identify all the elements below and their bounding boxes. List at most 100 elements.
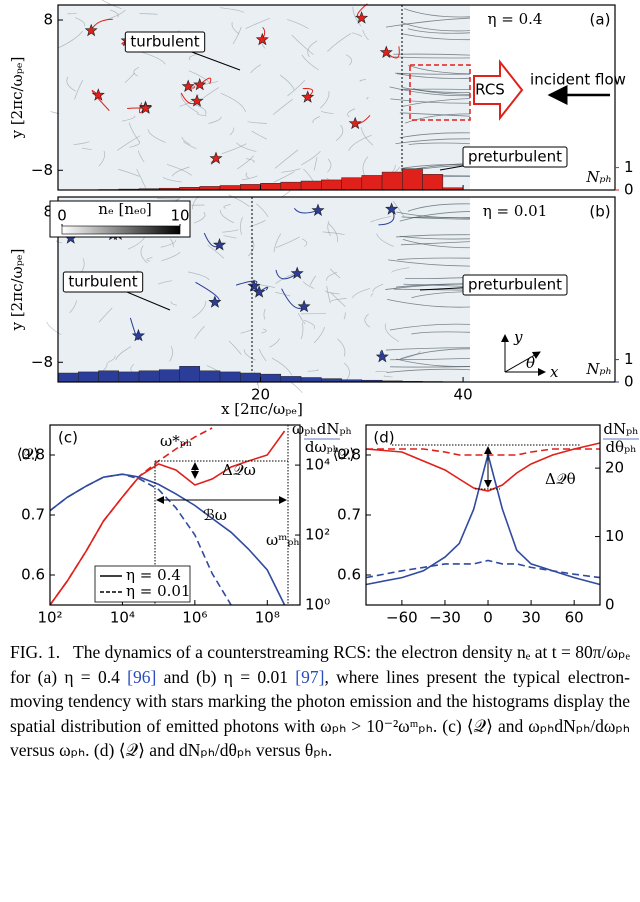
y2-tick-label: 0	[624, 181, 634, 199]
preturbulent-filament	[412, 88, 471, 95]
rcs-arrow	[473, 59, 524, 121]
photon-star	[385, 202, 399, 215]
preturbulent-filament	[385, 17, 471, 28]
density-filament	[372, 283, 384, 293]
panel-frame	[57, 196, 616, 383]
x-tick-label: 0	[483, 609, 493, 627]
density-filament	[241, 175, 258, 181]
density-filament	[231, 22, 240, 35]
density-filament	[359, 79, 366, 82]
y-tick-label: 0.7	[21, 506, 45, 524]
density-filament	[347, 108, 356, 118]
density-filament	[321, 110, 334, 115]
preturbulent-filament	[399, 112, 471, 117]
x-tick-label: 30	[522, 609, 541, 627]
histogram-bar	[280, 181, 302, 191]
panel-label: (b)	[589, 203, 610, 221]
y2-tick-label: 10⁰	[305, 596, 330, 614]
density-filament	[245, 17, 270, 30]
density-filament	[351, 32, 363, 37]
density-filament	[297, 313, 306, 325]
histogram-bar	[300, 377, 322, 383]
histogram-bar	[219, 371, 241, 383]
y2-tick-label: 20	[605, 459, 624, 477]
x-tick-label: 10²	[37, 609, 62, 627]
y-tick-label: 0.7	[337, 506, 361, 524]
density-filament	[188, 54, 197, 61]
photon-star	[181, 79, 195, 92]
y-axis-label: ⟨𝒬⟩	[333, 445, 355, 463]
photon-star	[131, 328, 146, 342]
density-filament	[322, 231, 345, 236]
y2-axis-label: dNₚₕ	[603, 420, 638, 438]
density-filament	[324, 290, 340, 295]
density-filament	[220, 7, 245, 13]
density-filament	[222, 229, 239, 233]
density-filament	[147, 129, 166, 143]
y-axis-label: ⟨𝒬⟩	[17, 445, 39, 463]
y2-tick-label: 0	[605, 596, 615, 614]
preturbulent-filament	[396, 234, 471, 238]
legend-box	[94, 565, 191, 603]
density-filament	[370, 216, 391, 223]
density-filament	[300, 322, 304, 340]
density-filament	[98, 307, 113, 323]
density-filament	[326, 285, 331, 304]
y-tick-label: 0.8	[21, 446, 45, 464]
density-filament	[228, 340, 242, 355]
x-tick-label: −60	[386, 609, 418, 627]
y-tick-label: 0.6	[337, 566, 361, 584]
y2-axis-label: dωₚₕ	[305, 438, 339, 456]
density-filament	[160, 240, 176, 248]
y2-tick-label: 10	[605, 527, 624, 545]
preturbulent-filament	[401, 33, 471, 41]
x-axis-label: x [2πc/ωₚₑ]	[221, 400, 303, 418]
density-filament	[208, 116, 222, 124]
density-filament	[273, 233, 282, 253]
density-filament	[376, 233, 394, 247]
annotation: Δ𝒬θ	[545, 470, 576, 488]
x-tick-label: −30	[429, 609, 461, 627]
density-filament	[124, 72, 135, 83]
y-axis-label: y [2πc/ωₚₑ]	[8, 249, 26, 332]
colorbar-label: nₑ [nₑ₀]	[98, 200, 151, 218]
panel-label: (d)	[373, 429, 394, 447]
density-filament	[115, 346, 132, 361]
density-filament	[348, 134, 372, 151]
preturbulent-filament	[407, 64, 471, 75]
annotation-box	[462, 146, 568, 168]
density-filament	[327, 33, 352, 52]
density-filament	[344, 362, 350, 381]
panel-title: η = 0.4	[488, 10, 543, 28]
preturbulent-filament	[399, 211, 471, 222]
density-filament	[330, 292, 346, 307]
density-filament	[364, 313, 371, 328]
histogram-bar	[280, 376, 302, 383]
density-filament	[146, 257, 153, 262]
y-tick-label: 8	[43, 11, 53, 29]
preturbulent-filament	[396, 73, 471, 79]
legend-label: η = 0.01	[126, 582, 191, 600]
density-filament	[171, 166, 190, 177]
histogram-bar	[78, 371, 99, 383]
preturbulent-filament	[395, 358, 471, 367]
density-filament	[180, 93, 199, 114]
photon-star	[348, 116, 362, 130]
density-filament	[250, 64, 261, 74]
x-tick-label: 40	[454, 386, 473, 404]
density-filament	[303, 319, 316, 330]
density-filament	[116, 135, 141, 151]
density-filament	[98, 150, 105, 167]
histogram-bar	[98, 370, 120, 383]
density-filament	[236, 142, 257, 153]
series-line	[365, 559, 601, 579]
panel-title: η = 0.01	[483, 202, 548, 220]
density-filament	[263, 308, 266, 320]
preturbulent-filament	[411, 331, 471, 335]
density-filament	[313, 156, 318, 171]
density-field	[58, 5, 470, 190]
photon-star	[247, 279, 261, 292]
colorbar-tick-label: 0	[57, 207, 67, 225]
preturbulent-filament	[401, 216, 471, 220]
